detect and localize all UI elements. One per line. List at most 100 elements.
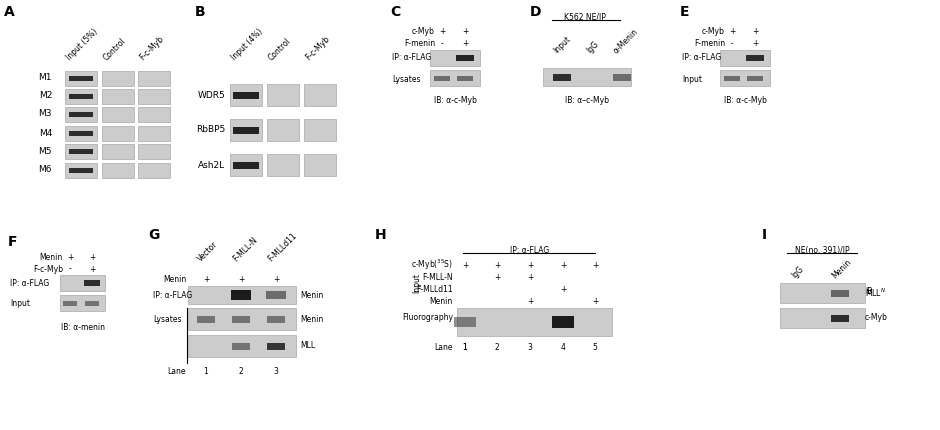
Bar bbox=[102, 144, 134, 159]
Bar bbox=[553, 74, 571, 80]
Text: 4: 4 bbox=[560, 344, 566, 353]
Bar bbox=[69, 111, 93, 117]
Bar bbox=[233, 126, 258, 133]
Bar bbox=[102, 107, 134, 122]
Text: 3: 3 bbox=[527, 344, 532, 353]
Text: +: + bbox=[592, 261, 598, 270]
Bar bbox=[720, 50, 770, 66]
Bar bbox=[430, 70, 480, 86]
Text: NE(no. 391)/IP: NE(no. 391)/IP bbox=[794, 246, 850, 255]
Bar bbox=[267, 154, 299, 176]
Bar bbox=[102, 126, 134, 141]
Text: +: + bbox=[592, 297, 598, 305]
Bar bbox=[65, 107, 97, 122]
Text: H: H bbox=[375, 228, 386, 242]
Bar bbox=[84, 280, 100, 286]
Bar bbox=[69, 168, 93, 172]
Text: 2: 2 bbox=[494, 344, 499, 353]
Text: +: + bbox=[462, 261, 468, 270]
Text: +: + bbox=[273, 276, 279, 285]
Bar bbox=[230, 84, 262, 106]
Text: IP: α-FLAG: IP: α-FLAG bbox=[10, 279, 49, 288]
Bar bbox=[138, 163, 170, 178]
Text: Menin: Menin bbox=[300, 291, 323, 300]
Bar bbox=[197, 316, 215, 322]
Bar bbox=[69, 148, 93, 154]
Text: +: + bbox=[526, 297, 533, 305]
Bar bbox=[138, 126, 170, 141]
Text: F-MLL-N: F-MLL-N bbox=[422, 273, 453, 282]
Bar bbox=[138, 144, 170, 159]
Bar bbox=[430, 50, 480, 66]
Bar bbox=[60, 275, 105, 291]
Text: IgG: IgG bbox=[585, 40, 601, 55]
Text: C: C bbox=[390, 5, 400, 19]
Text: +: + bbox=[462, 40, 468, 49]
Bar bbox=[188, 308, 296, 330]
Bar bbox=[267, 84, 299, 106]
Text: Menin: Menin bbox=[430, 297, 453, 305]
Bar bbox=[457, 76, 473, 80]
Text: +: + bbox=[494, 261, 500, 270]
Bar bbox=[746, 55, 764, 61]
Text: Control: Control bbox=[102, 36, 128, 62]
Bar bbox=[552, 316, 574, 328]
Text: Fluorography: Fluorography bbox=[402, 313, 453, 322]
Bar bbox=[102, 89, 134, 104]
Text: 3: 3 bbox=[274, 366, 278, 375]
Text: B: B bbox=[195, 5, 206, 19]
Text: 1: 1 bbox=[462, 344, 467, 353]
Bar bbox=[831, 314, 849, 322]
Text: Ash2L: Ash2L bbox=[198, 160, 225, 169]
Text: +: + bbox=[88, 264, 95, 273]
Bar bbox=[69, 130, 93, 135]
Bar bbox=[230, 154, 262, 176]
Bar bbox=[138, 71, 170, 86]
Bar bbox=[69, 76, 93, 80]
Text: c-Myb: c-Myb bbox=[702, 28, 725, 37]
Bar bbox=[434, 76, 450, 80]
Bar bbox=[747, 76, 763, 80]
Bar bbox=[232, 316, 250, 322]
Bar bbox=[780, 308, 865, 328]
Text: IB: α–c-Myb: IB: α–c-Myb bbox=[565, 96, 609, 105]
Text: Lane: Lane bbox=[434, 344, 453, 353]
Text: Lane: Lane bbox=[167, 366, 186, 375]
Text: Input: Input bbox=[552, 34, 572, 55]
Bar bbox=[102, 163, 134, 178]
Text: c-Myb($^{35}$S): c-Myb($^{35}$S) bbox=[411, 258, 453, 272]
Bar bbox=[457, 308, 612, 336]
Text: F-menin: F-menin bbox=[404, 40, 435, 49]
Text: IB: α-menin: IB: α-menin bbox=[61, 323, 105, 332]
Bar bbox=[138, 107, 170, 122]
Text: -: - bbox=[69, 264, 71, 273]
Text: 5: 5 bbox=[592, 344, 598, 353]
Text: IP: α-FLAG: IP: α-FLAG bbox=[153, 291, 193, 300]
Bar bbox=[304, 154, 336, 176]
Text: -: - bbox=[441, 40, 444, 49]
Bar bbox=[60, 295, 105, 311]
Text: +: + bbox=[526, 273, 533, 282]
Bar bbox=[304, 84, 336, 106]
Bar bbox=[267, 343, 285, 350]
Bar bbox=[138, 89, 170, 104]
Text: +: + bbox=[752, 28, 759, 37]
Bar bbox=[188, 286, 296, 304]
Text: +: + bbox=[88, 252, 95, 261]
Text: WDR5: WDR5 bbox=[197, 90, 225, 99]
Bar bbox=[65, 144, 97, 159]
Text: Menin: Menin bbox=[830, 257, 853, 280]
Text: c-Myb: c-Myb bbox=[412, 28, 435, 37]
Bar bbox=[456, 55, 474, 61]
Text: Control: Control bbox=[267, 36, 293, 62]
Bar bbox=[230, 119, 262, 141]
Text: M5: M5 bbox=[39, 147, 52, 156]
Bar bbox=[102, 71, 134, 86]
Text: α-Menin: α-Menin bbox=[612, 27, 640, 55]
Text: IB: α-c-Myb: IB: α-c-Myb bbox=[724, 96, 766, 105]
Text: RbBP5: RbBP5 bbox=[196, 126, 225, 135]
Text: MLL: MLL bbox=[300, 341, 315, 350]
Text: +: + bbox=[203, 276, 210, 285]
Text: +: + bbox=[728, 28, 735, 37]
Text: +: + bbox=[526, 261, 533, 270]
